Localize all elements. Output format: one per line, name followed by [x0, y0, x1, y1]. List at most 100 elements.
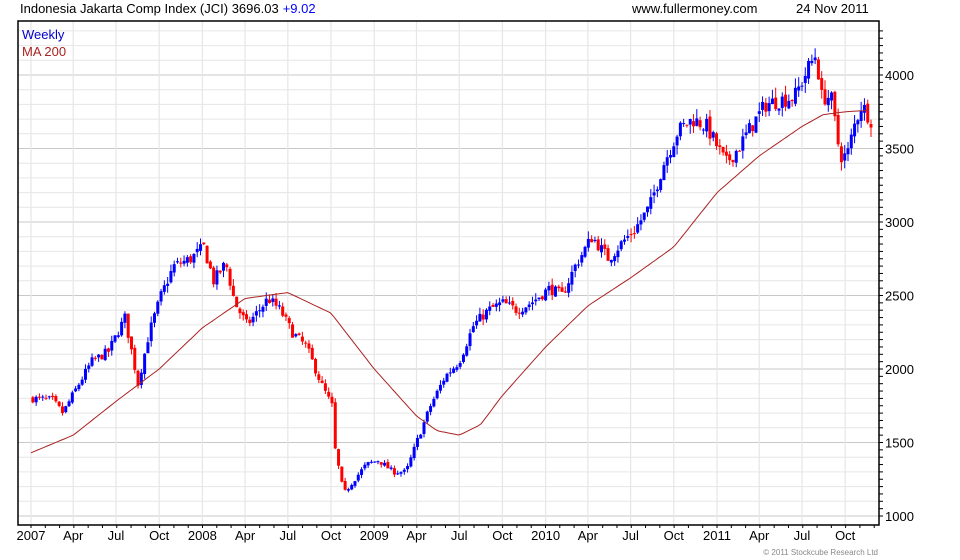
plot-frame — [17, 20, 880, 526]
weekly-candles — [31, 48, 873, 493]
candle-body — [70, 392, 74, 403]
candle-body — [708, 116, 712, 139]
candle-body — [859, 110, 863, 121]
candle-body — [192, 253, 196, 263]
chart-title: Indonesia Jakarta Comp Index (JCI) 3696.… — [20, 1, 279, 16]
candle-body — [839, 146, 843, 163]
candle-body — [764, 102, 768, 112]
candle-body — [649, 197, 653, 209]
candle-body — [383, 462, 387, 466]
copyright: © 2011 Stockcube Research Ltd — [763, 548, 878, 557]
candle-body — [199, 244, 203, 251]
candle-body — [406, 466, 410, 470]
candle-body — [553, 286, 557, 297]
candle-body — [751, 125, 755, 132]
x-tick-label: Jul — [108, 528, 125, 543]
candle-body — [251, 316, 255, 323]
candle-body — [139, 372, 143, 385]
candle-body — [202, 242, 206, 245]
candle-body — [264, 298, 268, 306]
candle-body — [698, 120, 702, 128]
candle-body — [37, 396, 41, 398]
candle-body — [47, 396, 51, 398]
candle-body — [231, 285, 235, 296]
candle-body — [478, 313, 482, 322]
candle-body — [389, 467, 393, 469]
candle-body — [576, 264, 580, 266]
x-tick-label: Oct — [664, 528, 685, 543]
candle-body — [452, 368, 456, 373]
website-link[interactable]: www.fullermoney.com — [631, 1, 757, 16]
candle-body — [866, 103, 870, 123]
x-tick-label: Apr — [578, 528, 599, 543]
candle-body — [166, 283, 170, 286]
candle-body — [560, 287, 564, 292]
candle-body — [741, 136, 745, 151]
candle-body — [353, 481, 357, 486]
candle-body — [129, 336, 133, 350]
candle-body — [159, 291, 163, 302]
candle-body — [626, 236, 630, 238]
candle-body — [468, 333, 472, 347]
candle-body — [445, 373, 449, 382]
candle-body — [695, 118, 699, 126]
candle-body — [350, 485, 354, 490]
candle-body — [678, 122, 682, 137]
candle-body — [836, 114, 840, 145]
x-tick-label: Jul — [280, 528, 297, 543]
candle-body — [484, 309, 488, 320]
x-tick-label: Oct — [492, 528, 513, 543]
candle-body — [580, 255, 584, 263]
candle-body — [557, 286, 561, 289]
candle-body — [57, 401, 61, 406]
candle-body — [797, 86, 801, 91]
x-tick-label: Jul — [794, 528, 811, 543]
candle-body — [268, 299, 272, 303]
candle-body — [550, 284, 554, 296]
candle-body — [90, 357, 94, 366]
candle-body — [705, 118, 709, 132]
x-tick-label: 2009 — [360, 528, 389, 543]
candle-body — [498, 302, 502, 306]
candle-body — [455, 367, 459, 370]
candle-body — [662, 165, 666, 181]
candle-body — [646, 206, 650, 213]
candle-body — [116, 335, 120, 337]
candle-body — [757, 111, 761, 114]
candle-body — [780, 96, 784, 108]
candle-body — [609, 259, 613, 263]
candle-body — [692, 121, 696, 127]
y-tick-label: 2500 — [885, 289, 914, 304]
candle-body — [228, 268, 232, 286]
candle-body — [711, 132, 715, 138]
candle-body — [567, 283, 571, 293]
candle-body — [386, 462, 390, 469]
candle-body — [379, 462, 383, 465]
candle-body — [169, 271, 173, 283]
candle-body — [715, 133, 719, 147]
candle-body — [632, 233, 636, 235]
candle-body — [655, 189, 659, 192]
candle-body — [846, 148, 850, 155]
candle-body — [731, 159, 735, 163]
candle-body — [281, 306, 285, 316]
legend-ma200: MA 200 — [22, 44, 66, 59]
candle-body — [665, 157, 669, 166]
candle-body — [465, 346, 469, 356]
candle-body — [816, 59, 820, 80]
candle-body — [64, 406, 68, 413]
candle-body — [205, 245, 209, 264]
candle-body — [521, 311, 525, 315]
x-tick-label: Apr — [63, 528, 84, 543]
candle-body — [415, 437, 419, 447]
candle-body — [179, 262, 183, 264]
candle-body — [343, 481, 347, 490]
candle-body — [304, 342, 308, 344]
candle-body — [300, 336, 304, 342]
candle-body — [669, 155, 673, 158]
candle-body — [396, 473, 400, 475]
candle-body — [291, 324, 295, 338]
candle-body — [314, 358, 318, 374]
candle-body — [862, 104, 866, 113]
candle-body — [238, 308, 242, 314]
